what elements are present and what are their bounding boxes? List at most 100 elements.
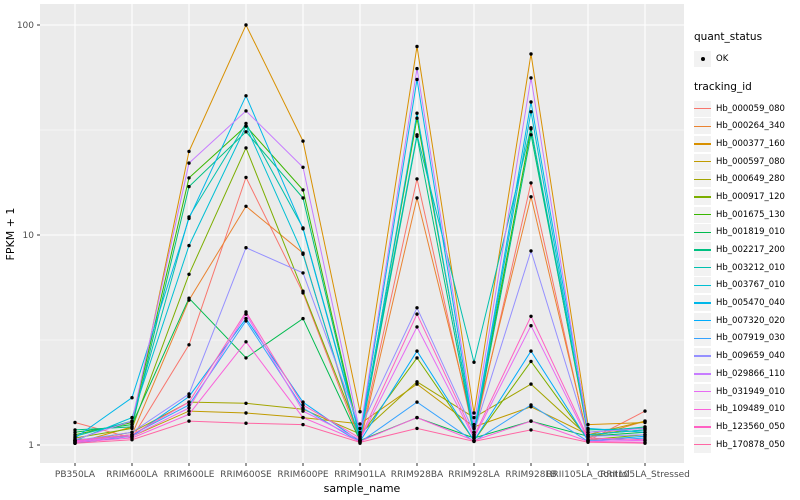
legend-item-label: Hb_109489_010 xyxy=(716,404,785,415)
data-point xyxy=(244,310,248,314)
series-color-swatch-icon xyxy=(694,320,711,322)
data-point xyxy=(130,396,134,400)
data-point xyxy=(586,430,590,434)
y-tick-label: 1 xyxy=(28,441,34,451)
data-point xyxy=(472,434,476,438)
x-tick-label: PB350LA xyxy=(55,470,96,480)
legend-key-box xyxy=(694,365,711,382)
x-tick-label: RRIM928LA xyxy=(448,470,500,480)
legend-item-Hb_170878_050: Hb_170878_050 xyxy=(694,436,798,454)
x-tick-label: RRIM600SE xyxy=(220,470,272,480)
data-point xyxy=(472,415,476,420)
series-color-swatch-icon xyxy=(694,196,711,198)
data-point xyxy=(187,419,191,423)
data-point xyxy=(244,94,248,98)
data-point xyxy=(415,426,419,431)
data-point xyxy=(586,422,590,427)
y-tick-label: 10 xyxy=(23,231,35,241)
x-tick-label: RRIM928LB xyxy=(505,470,556,480)
data-point xyxy=(472,430,476,434)
data-point xyxy=(472,360,476,364)
data-point xyxy=(301,409,305,413)
data-point xyxy=(244,401,248,405)
legend-key-box xyxy=(694,224,711,241)
data-point xyxy=(301,165,305,169)
legend-item-Hb_000917_120: Hb_000917_120 xyxy=(694,188,798,206)
legend-item-Hb_003212_010: Hb_003212_010 xyxy=(694,259,798,277)
data-point xyxy=(244,340,248,344)
data-point xyxy=(643,441,647,445)
x-tick-label: RRIM928BA xyxy=(391,470,444,480)
data-point xyxy=(73,438,77,443)
data-point xyxy=(130,433,134,437)
data-point xyxy=(415,196,419,200)
x-tick-label: RRIM600LA xyxy=(106,470,158,480)
legend-item-label: Hb_031949_010 xyxy=(716,386,785,397)
legend-item-Hb_000649_280: Hb_000649_280 xyxy=(694,170,798,188)
x-tick-label: RRII105LA_Stressed xyxy=(600,470,690,480)
legend-key-box xyxy=(694,242,711,259)
data-point xyxy=(529,76,533,80)
data-point xyxy=(187,272,191,276)
legend-item-Hb_123560_050: Hb_123560_050 xyxy=(694,418,798,436)
legend-item-label: Hb_000917_120 xyxy=(716,191,785,202)
data-point xyxy=(358,410,362,414)
data-point xyxy=(244,130,248,134)
data-point xyxy=(358,426,362,431)
series-color-swatch-icon xyxy=(694,408,711,410)
legend-key-box xyxy=(694,277,711,294)
data-point xyxy=(187,161,191,165)
legend-key-box xyxy=(694,259,711,276)
data-point xyxy=(415,349,419,353)
legend-key-box xyxy=(694,118,711,135)
legend-item-label: Hb_003767_010 xyxy=(716,280,785,291)
data-point xyxy=(244,124,248,128)
series-color-swatch-icon xyxy=(694,337,711,340)
data-point xyxy=(187,403,191,407)
data-point xyxy=(415,44,419,49)
data-point xyxy=(415,66,419,71)
legend-item-label: Hb_009659_040 xyxy=(716,351,785,362)
data-point xyxy=(415,380,419,384)
data-point xyxy=(187,176,191,180)
data-point xyxy=(529,126,533,130)
series-color-swatch-icon xyxy=(694,267,711,269)
series-color-swatch-icon xyxy=(694,107,711,110)
legend-item-label: Hb_005470_040 xyxy=(716,298,785,309)
data-point xyxy=(586,426,590,431)
legend-key-box xyxy=(694,436,711,453)
data-point xyxy=(130,430,134,434)
data-point xyxy=(415,415,419,420)
data-point xyxy=(415,356,419,360)
chart-root: 100 10 1 PB350LA RRIM600LA RRIM600LE RRIM600SE… xyxy=(17,4,690,480)
data-point xyxy=(301,227,305,231)
data-point xyxy=(73,428,77,432)
data-point xyxy=(529,382,533,386)
series-color-swatch-icon xyxy=(694,213,711,216)
legend-item-Hb_003767_010: Hb_003767_010 xyxy=(694,277,798,295)
x-tick-label: RRIM600LE xyxy=(164,470,215,480)
data-point xyxy=(187,216,191,221)
legend-item-Hb_109489_010: Hb_109489_010 xyxy=(694,400,798,418)
series-color-swatch-icon xyxy=(694,390,711,393)
legend-key-box xyxy=(694,295,711,312)
legend-item-label: Hb_000377_160 xyxy=(716,138,785,149)
series-color-swatch-icon xyxy=(694,178,711,180)
legend-item-Hb_007320_020: Hb_007320_020 xyxy=(694,312,798,330)
legend-item-label: Hb_001675_130 xyxy=(716,209,785,220)
legend-key-box xyxy=(694,418,711,435)
data-point xyxy=(187,392,191,396)
data-point xyxy=(358,430,362,434)
data-point xyxy=(244,23,248,27)
data-point xyxy=(187,243,191,248)
legend-item-label: Hb_029866_110 xyxy=(716,368,785,379)
legend-item-Hb_007919_030: Hb_007919_030 xyxy=(694,330,798,348)
quant-status-ok-label: OK xyxy=(716,53,729,64)
legend-key-box xyxy=(694,153,711,170)
data-point xyxy=(244,356,248,360)
data-point xyxy=(187,343,191,347)
legend-key-box xyxy=(694,312,711,329)
legend-item-quant-status-ok: OK xyxy=(694,50,798,68)
legend-item-label: Hb_170878_050 xyxy=(716,439,785,450)
legend-item-label: Hb_000059_080 xyxy=(716,103,785,114)
